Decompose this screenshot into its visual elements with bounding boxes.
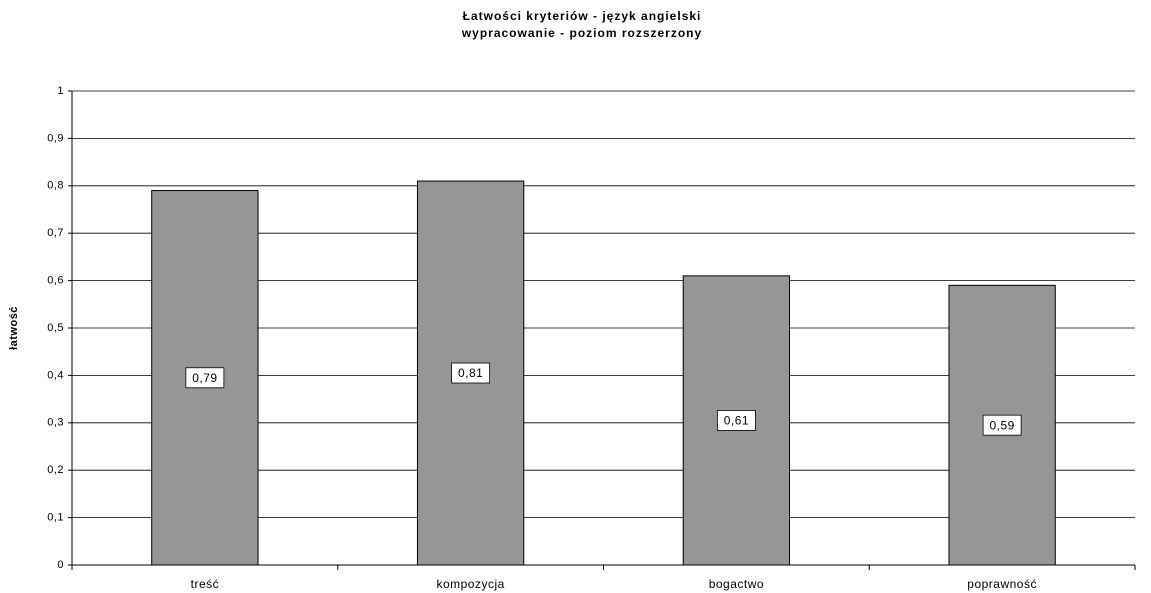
value-label-box <box>982 414 1022 436</box>
value-label: 0,59 <box>989 418 1014 432</box>
x-tick-label: bogactwo <box>709 577 764 591</box>
value-label: 0,79 <box>192 371 217 385</box>
y-tick-label: 0 <box>57 559 64 571</box>
y-tick-label: 1 <box>57 85 64 97</box>
y-tick-label: 0,8 <box>47 180 64 192</box>
value-label-box <box>451 362 491 384</box>
x-tick-label: kompozycja <box>436 577 504 591</box>
value-label-box <box>185 367 225 389</box>
y-tick-label: 0,6 <box>47 275 64 287</box>
y-tick-label: 0,1 <box>47 512 64 524</box>
y-tick-label: 0,7 <box>47 227 64 239</box>
x-tick-label: treść <box>191 577 220 591</box>
y-tick-label: 0,5 <box>47 322 64 334</box>
x-tick-label: poprawność <box>967 577 1037 591</box>
y-tick-label: 0,9 <box>47 132 64 144</box>
chart-title: Łatwości kryteriów - język angielski <box>463 9 702 23</box>
y-tick-label: 0,4 <box>47 369 64 381</box>
y-tick-label: 0,3 <box>47 417 64 429</box>
chart-subtitle: wypracowanie - poziom rozszerzony <box>461 26 702 40</box>
y-axis-label: łatwość <box>8 306 20 350</box>
y-tick-label: 0,2 <box>47 464 64 476</box>
value-label: 0,81 <box>458 366 483 380</box>
value-label-box <box>716 410 756 431</box>
value-label: 0,61 <box>724 414 749 428</box>
